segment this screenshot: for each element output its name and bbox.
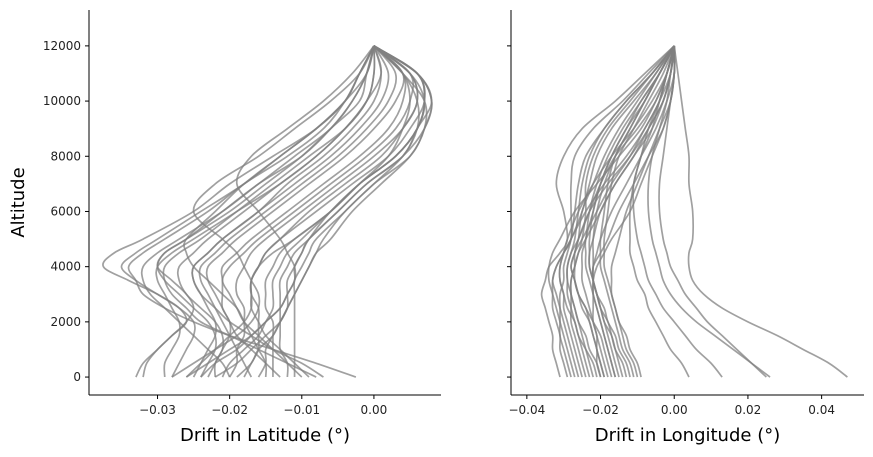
trajectory-line-29 (591, 45, 676, 378)
trajectory-line-9 (551, 45, 675, 378)
y-axis-label: Altitude (8, 167, 29, 237)
trajectory-line-26 (185, 45, 375, 378)
x-axis-label: Drift in Latitude (°) (180, 425, 350, 446)
x-tick-label: −0.04 (508, 403, 545, 417)
trajectory-line-3 (647, 45, 771, 378)
trajectory-line-28 (183, 45, 375, 378)
y-tick-label: 2000 (50, 315, 81, 329)
trajectory-line-1 (673, 45, 848, 378)
x-axis-label: Drift in Longitude (°) (595, 425, 780, 446)
x-tick-label: 0.00 (361, 403, 388, 417)
trajectory-line-27 (610, 45, 676, 378)
trajectory-line-10 (191, 45, 390, 378)
trajectory-line-26 (558, 45, 676, 378)
y-tick-label: 4000 (50, 260, 81, 274)
y-tick-label: 8000 (50, 149, 81, 163)
trajectory-line-8 (176, 45, 383, 378)
longitude-drift-panel: −0.04 −0.02 0.00 0.02 0.04 Drift in Longitude… (507, 10, 864, 446)
trajectory-line-24 (547, 45, 676, 378)
x-tick-label: 0.02 (735, 403, 762, 417)
x-tick-label: −0.03 (139, 403, 176, 417)
trajectory-line-2 (658, 45, 767, 378)
y-tick-label: 10000 (43, 94, 81, 108)
trajectory-line-27 (171, 45, 375, 378)
y-tick-label: 12000 (43, 39, 81, 53)
y-tick-label: 6000 (50, 204, 81, 218)
trajectory-line-11 (198, 45, 397, 378)
x-tick-label: −0.02 (582, 403, 619, 417)
x-tick-label: −0.01 (283, 403, 320, 417)
trajectory-line-12 (205, 45, 405, 378)
trajectory-line-6 (540, 45, 675, 378)
trajectory-line-4 (632, 45, 723, 378)
trajectory-line-22 (591, 45, 676, 378)
x-tick-label: 0.00 (661, 403, 688, 417)
trajectory-line-29 (140, 45, 375, 378)
trajectory-line-30 (566, 45, 676, 378)
trajectory-line-20 (221, 45, 426, 378)
trajectory-lines (540, 45, 848, 378)
trajectory-line-21 (570, 45, 676, 378)
trajectory-line-14 (221, 45, 415, 378)
trajectory-line-25 (236, 45, 428, 378)
trajectory-line-30 (249, 45, 411, 378)
latitude-drift-panel: −0.03 −0.02 −0.01 0.00 0 2000 4000 6000 8000 1000… (8, 10, 441, 446)
y-tick-label: 0 (73, 370, 81, 384)
trajectory-line-25 (588, 45, 676, 378)
trajectory-lines (102, 45, 433, 378)
x-tick-label: −0.02 (211, 403, 248, 417)
x-tick-label: 0.04 (808, 403, 835, 417)
